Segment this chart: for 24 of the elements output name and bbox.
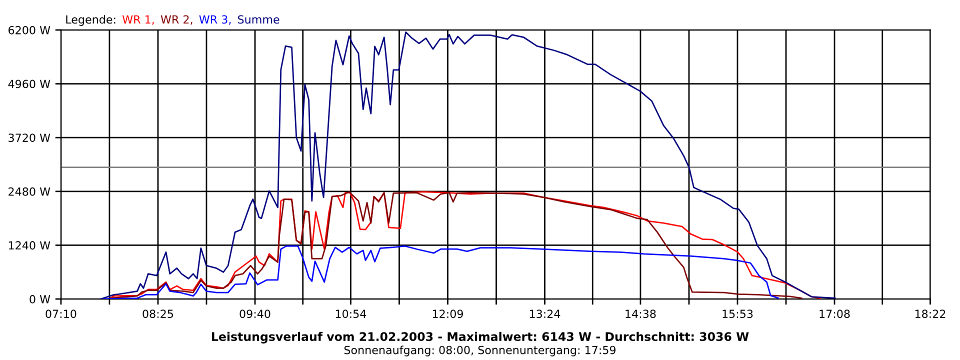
text: Sonnenaufgang: 08:00, Sonnenuntergang: 17:59	[344, 346, 616, 356]
text: WR 3,	[199, 15, 231, 25]
x-tick-label: 14:38	[626, 310, 656, 318]
x-tick-label: 12:09	[432, 310, 463, 318]
text: Leistungsverlauf vom 21.02.2003 - Maximalwert: 6143 W - Durchschnitt: 3036 W	[212, 332, 749, 344]
y-tick-label: 3720 W	[8, 134, 50, 142]
y-tick-label: 0 W	[30, 294, 50, 304]
y-tick-label: 4960 W	[8, 80, 50, 88]
y-tick-label: 1240 W	[8, 241, 50, 250]
line-series	[100, 31, 836, 300]
y-tick-label: 2480 W	[8, 187, 50, 196]
text: WR 2,	[160, 15, 192, 25]
x-tick-label: 18:22	[915, 310, 946, 318]
x-tick-label: 08:25	[142, 310, 174, 318]
x-tick-label: 15:53	[722, 310, 753, 318]
text: Summe	[238, 15, 280, 24]
text: WR 1,	[122, 15, 154, 25]
legend-title: Legende:	[66, 15, 116, 26]
x-tick-label: 13:24	[530, 310, 560, 318]
y-tick-label: 6200 W	[8, 26, 50, 34]
x-tick-label: 10:54	[336, 310, 366, 318]
x-tick-label: 09:40	[240, 310, 270, 318]
x-tick-label: 17:08	[820, 310, 850, 318]
x-tick-label: 07:10	[46, 310, 76, 318]
